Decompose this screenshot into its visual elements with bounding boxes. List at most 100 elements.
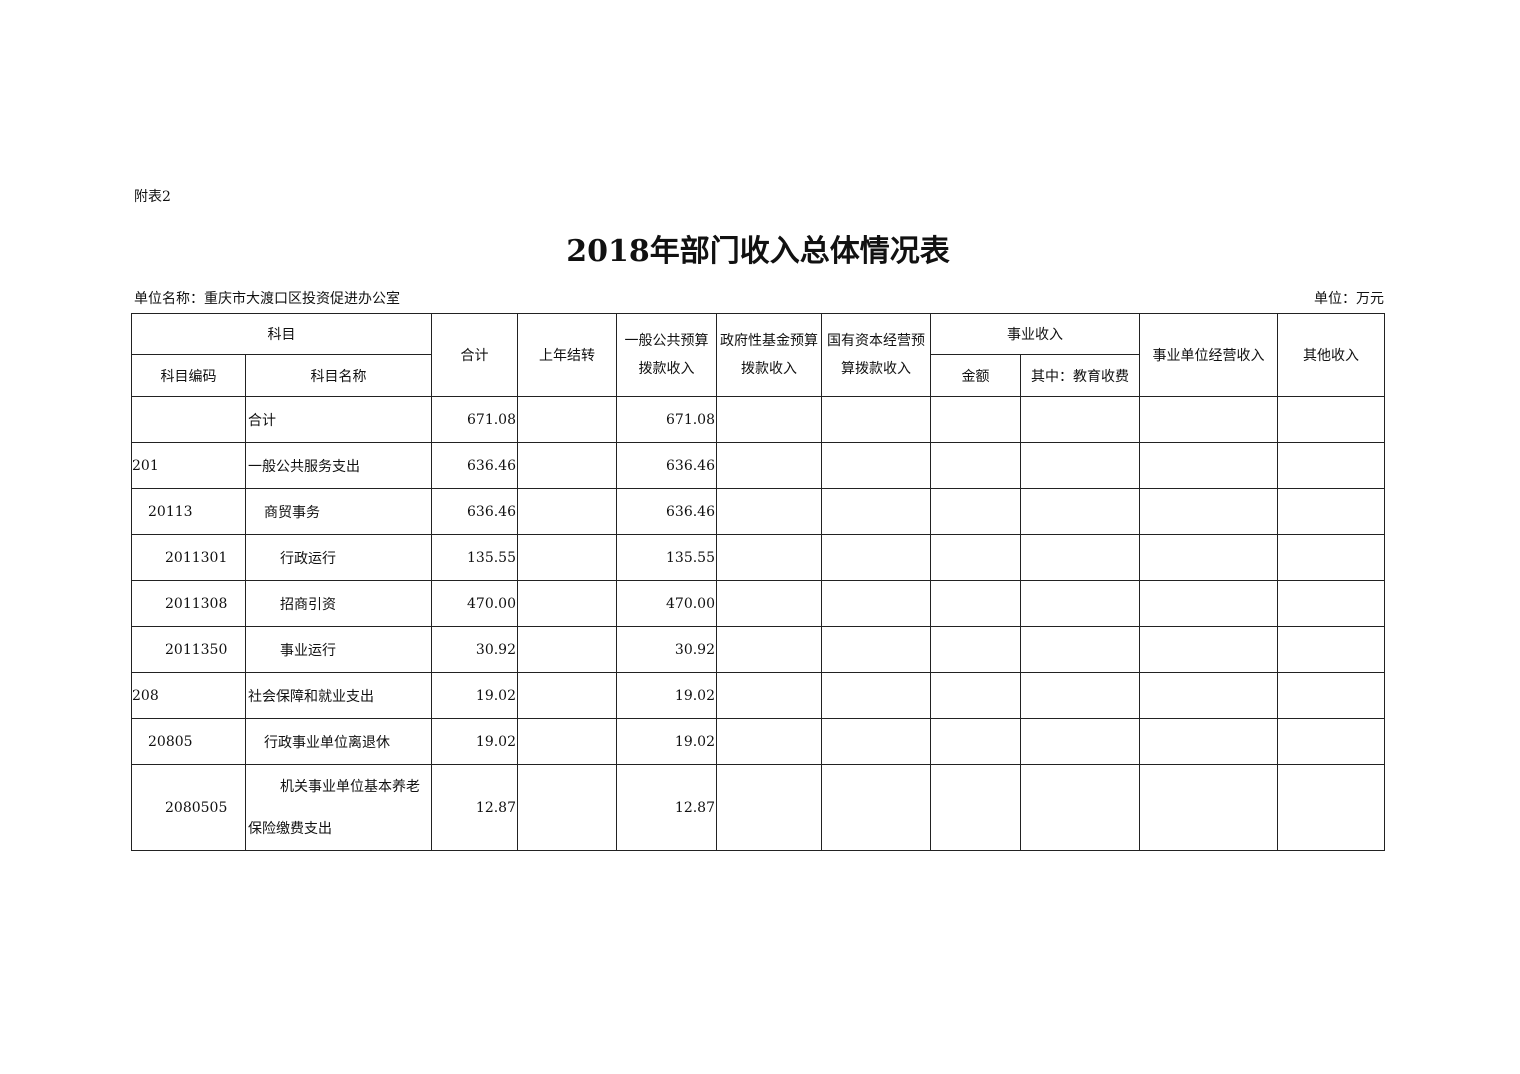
state-capital-value (821, 534, 931, 581)
business-operation-value (1139, 672, 1278, 719)
subject-name: 一般公共服务支出 (245, 442, 432, 489)
subject-code: 20113 (131, 488, 246, 535)
other-value (1277, 672, 1385, 719)
education-fee-value (1020, 534, 1140, 581)
subject-code: 2011350 (131, 626, 246, 673)
gov-fund-value (716, 534, 822, 581)
carryover-value (517, 672, 617, 719)
education-fee-value (1020, 442, 1140, 489)
amount-value (930, 442, 1021, 489)
gov-fund-value (716, 672, 822, 719)
state-capital-value (821, 396, 931, 443)
subject-name: 合计 (245, 396, 432, 443)
subject-code: 2080505 (131, 764, 246, 851)
carryover-value (517, 442, 617, 489)
other-value (1277, 580, 1385, 627)
gov-fund-value (716, 442, 822, 489)
carryover-value (517, 534, 617, 581)
carryover-value (517, 718, 617, 765)
general-budget-value: 636.46 (616, 488, 717, 535)
gov-fund-value (716, 626, 822, 673)
amount-value (930, 718, 1021, 765)
business-operation-value (1139, 534, 1278, 581)
currency-unit: 单位：万元 (1314, 291, 1384, 307)
general-budget-value: 636.46 (616, 442, 717, 489)
general-budget-value: 19.02 (616, 672, 717, 719)
other-value (1277, 488, 1385, 535)
subject-name: 社会保障和就业支出 (245, 672, 432, 719)
page-title: 2018年部门收入总体情况表 (566, 234, 950, 269)
other-value (1277, 396, 1385, 443)
business-operation-value (1139, 580, 1278, 627)
table-row: 合计 671.08 671.08 (131, 396, 1385, 443)
total-value: 671.08 (431, 396, 518, 443)
business-operation-value (1139, 718, 1278, 765)
subject-code (131, 396, 246, 443)
education-fee-value (1020, 718, 1140, 765)
other-value (1277, 764, 1385, 851)
education-fee-value (1020, 488, 1140, 535)
carryover-value (517, 488, 617, 535)
header-business-operation: 事业单位经营收入 (1139, 313, 1278, 397)
general-budget-value: 30.92 (616, 626, 717, 673)
state-capital-value (821, 718, 931, 765)
total-value: 30.92 (431, 626, 518, 673)
general-budget-value: 671.08 (616, 396, 717, 443)
header-subject: 科目 (131, 313, 432, 355)
subject-name: 行政运行 (245, 534, 432, 581)
state-capital-value (821, 626, 931, 673)
education-fee-value (1020, 764, 1140, 851)
table-row: 20113 商贸事务 636.46 636.46 (131, 488, 1385, 535)
total-value: 19.02 (431, 672, 518, 719)
total-value: 636.46 (431, 442, 518, 489)
total-value: 470.00 (431, 580, 518, 627)
subject-code: 2011308 (131, 580, 246, 627)
gov-fund-value (716, 396, 822, 443)
subject-name: 行政事业单位离退休 (245, 718, 432, 765)
business-operation-value (1139, 442, 1278, 489)
amount-value (930, 626, 1021, 673)
amount-value (930, 672, 1021, 719)
other-value (1277, 442, 1385, 489)
general-budget-value: 12.87 (616, 764, 717, 851)
unit-name: 单位名称：重庆市大渡口区投资促进办公室 (134, 291, 400, 307)
other-value (1277, 718, 1385, 765)
general-budget-value: 135.55 (616, 534, 717, 581)
header-gov-fund: 政府性基金预算拨款收入 (716, 313, 822, 397)
amount-value (930, 764, 1021, 851)
subject-name: 事业运行 (245, 626, 432, 673)
gov-fund-value (716, 580, 822, 627)
education-fee-value (1020, 626, 1140, 673)
subject-code: 2011301 (131, 534, 246, 581)
gov-fund-value (716, 718, 822, 765)
other-value (1277, 534, 1385, 581)
business-operation-value (1139, 396, 1278, 443)
other-value (1277, 626, 1385, 673)
general-budget-value: 19.02 (616, 718, 717, 765)
state-capital-value (821, 488, 931, 535)
amount-value (930, 488, 1021, 535)
table-row: 2011350 事业运行 30.92 30.92 (131, 626, 1385, 673)
table-row: 20805 行政事业单位离退休 19.02 19.02 (131, 718, 1385, 765)
subject-name: 招商引资 (245, 580, 432, 627)
state-capital-value (821, 764, 931, 851)
header-carryover: 上年结转 (517, 313, 617, 397)
total-value: 19.02 (431, 718, 518, 765)
total-value: 12.87 (431, 764, 518, 851)
header-education-fee: 其中：教育收费 (1020, 354, 1140, 397)
carryover-value (517, 396, 617, 443)
appendix-label: 附表2 (134, 189, 171, 205)
education-fee-value (1020, 396, 1140, 443)
table-row: 2011308 招商引资 470.00 470.00 (131, 580, 1385, 627)
gov-fund-value (716, 764, 822, 851)
total-value: 636.46 (431, 488, 518, 535)
total-value: 135.55 (431, 534, 518, 581)
header-subject-code: 科目编码 (131, 354, 246, 397)
subject-name: 机关事业单位基本养老保险缴费支出 (245, 764, 432, 851)
header-total: 合计 (431, 313, 518, 397)
state-capital-value (821, 580, 931, 627)
header-general-budget: 一般公共预算拨款收入 (616, 313, 717, 397)
carryover-value (517, 626, 617, 673)
education-fee-value (1020, 672, 1140, 719)
header-other: 其他收入 (1277, 313, 1385, 397)
